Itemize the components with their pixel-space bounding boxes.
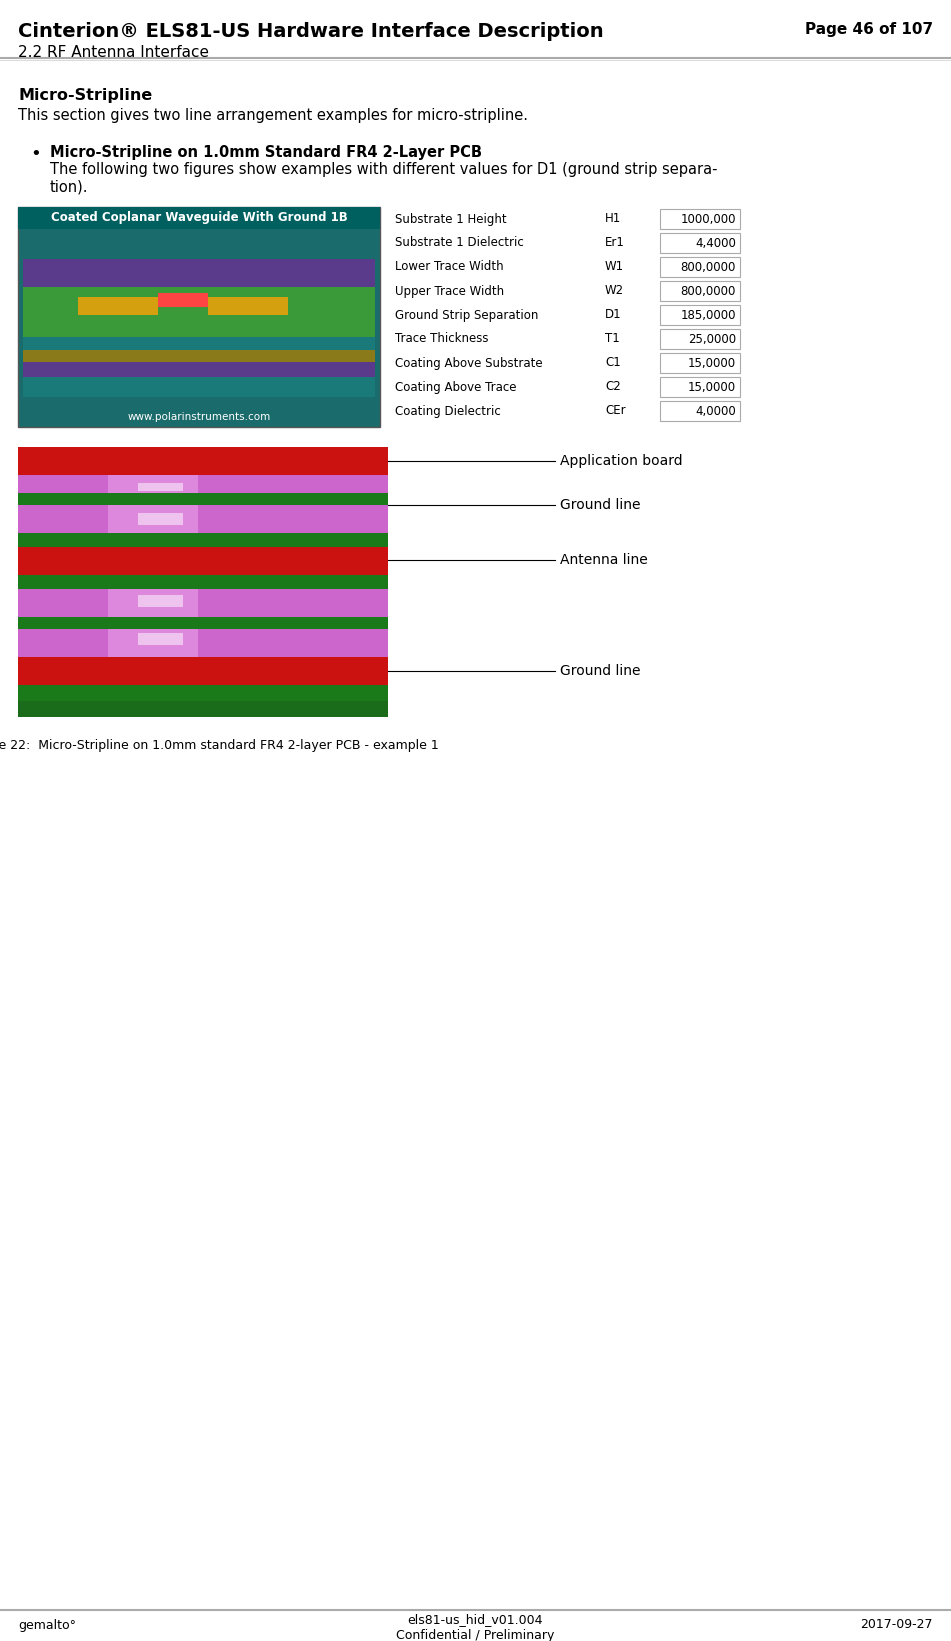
Text: tion).: tion). xyxy=(50,181,88,195)
Text: W1: W1 xyxy=(605,261,624,274)
Bar xyxy=(660,258,740,277)
Text: Substrate 1 Dielectric: Substrate 1 Dielectric xyxy=(395,236,524,249)
Text: T1: T1 xyxy=(605,333,620,346)
Text: Figure 22:  Micro-Stripline on 1.0mm standard FR4 2-layer PCB - example 1: Figure 22: Micro-Stripline on 1.0mm stan… xyxy=(0,738,438,752)
Bar xyxy=(18,546,388,574)
Bar xyxy=(158,294,208,307)
Bar xyxy=(18,492,388,505)
Text: 800,0000: 800,0000 xyxy=(681,261,736,274)
Text: Micro-Stripline: Micro-Stripline xyxy=(18,89,152,103)
Bar xyxy=(18,629,388,656)
Bar xyxy=(18,505,388,533)
Text: Confidential / Preliminary: Confidential / Preliminary xyxy=(396,1630,554,1641)
Text: Upper Trace Width: Upper Trace Width xyxy=(395,284,504,297)
Bar xyxy=(18,589,388,617)
Bar xyxy=(660,377,740,397)
Bar xyxy=(78,297,158,315)
Bar xyxy=(18,446,388,717)
Text: 15,0000: 15,0000 xyxy=(688,381,736,394)
Text: Trace Thickness: Trace Thickness xyxy=(395,333,489,346)
Text: Coating Above Substrate: Coating Above Substrate xyxy=(395,356,543,369)
Text: C2: C2 xyxy=(605,381,621,394)
Text: Ground Strip Separation: Ground Strip Separation xyxy=(395,309,538,322)
Bar xyxy=(208,297,288,315)
Bar xyxy=(660,305,740,325)
Bar xyxy=(18,446,388,474)
Text: Coated Coplanar Waveguide With Ground 1B: Coated Coplanar Waveguide With Ground 1B xyxy=(50,212,347,225)
Bar xyxy=(23,350,375,363)
Text: 1000,000: 1000,000 xyxy=(681,212,736,225)
Text: Lower Trace Width: Lower Trace Width xyxy=(395,261,504,274)
Bar xyxy=(18,533,388,546)
Text: 185,0000: 185,0000 xyxy=(681,309,736,322)
Text: gemalto°: gemalto° xyxy=(18,1618,76,1631)
Text: This section gives two line arrangement examples for micro-stripline.: This section gives two line arrangement … xyxy=(18,108,528,123)
Text: 4,4000: 4,4000 xyxy=(695,236,736,249)
Text: W2: W2 xyxy=(605,284,624,297)
Text: 800,0000: 800,0000 xyxy=(681,284,736,297)
Text: 25,0000: 25,0000 xyxy=(688,333,736,346)
Bar xyxy=(138,482,183,491)
Text: Application board: Application board xyxy=(560,455,683,468)
Bar xyxy=(660,328,740,350)
Text: •: • xyxy=(30,144,41,162)
Bar xyxy=(18,617,388,629)
Bar xyxy=(660,400,740,422)
Text: C1: C1 xyxy=(605,356,621,369)
Text: Micro-Stripline on 1.0mm Standard FR4 2-Layer PCB: Micro-Stripline on 1.0mm Standard FR4 2-… xyxy=(50,144,482,161)
Text: The following two figures show examples with different values for D1 (ground str: The following two figures show examples … xyxy=(50,162,717,177)
Bar xyxy=(23,336,375,397)
Text: 15,0000: 15,0000 xyxy=(688,356,736,369)
Bar xyxy=(138,596,183,607)
Bar xyxy=(108,505,198,533)
Bar xyxy=(138,633,183,645)
Text: Ground line: Ground line xyxy=(560,665,641,678)
Text: CEr: CEr xyxy=(605,404,626,417)
Bar xyxy=(108,629,198,656)
Bar xyxy=(18,207,380,230)
Bar xyxy=(18,207,380,427)
Text: H1: H1 xyxy=(605,212,621,225)
Text: Cinterion® ELS81-US Hardware Interface Description: Cinterion® ELS81-US Hardware Interface D… xyxy=(18,21,604,41)
Bar xyxy=(18,574,388,589)
Text: 2017-09-27: 2017-09-27 xyxy=(861,1618,933,1631)
Bar xyxy=(660,233,740,253)
Text: 4,0000: 4,0000 xyxy=(695,404,736,417)
Text: www.polarinstruments.com: www.polarinstruments.com xyxy=(127,412,271,422)
Bar xyxy=(108,474,198,492)
Text: Page 46 of 107: Page 46 of 107 xyxy=(805,21,933,38)
Text: 2.2 RF Antenna Interface: 2.2 RF Antenna Interface xyxy=(18,44,209,61)
Text: D1: D1 xyxy=(605,309,622,322)
Bar xyxy=(108,589,198,617)
Bar xyxy=(18,474,388,492)
Text: Substrate 1 Height: Substrate 1 Height xyxy=(395,212,507,225)
Bar xyxy=(660,281,740,300)
Text: Ground line: Ground line xyxy=(560,497,641,512)
Bar xyxy=(23,259,375,287)
Bar xyxy=(660,208,740,230)
Text: Coating Dielectric: Coating Dielectric xyxy=(395,404,501,417)
Text: Er1: Er1 xyxy=(605,236,625,249)
Text: Antenna line: Antenna line xyxy=(560,553,648,568)
Bar xyxy=(138,514,183,525)
Bar xyxy=(18,656,388,684)
Text: els81-us_hid_v01.004: els81-us_hid_v01.004 xyxy=(407,1613,543,1626)
Text: Coating Above Trace: Coating Above Trace xyxy=(395,381,516,394)
Bar xyxy=(23,363,375,377)
Bar xyxy=(18,684,388,701)
Bar xyxy=(660,353,740,373)
Bar xyxy=(23,277,375,336)
